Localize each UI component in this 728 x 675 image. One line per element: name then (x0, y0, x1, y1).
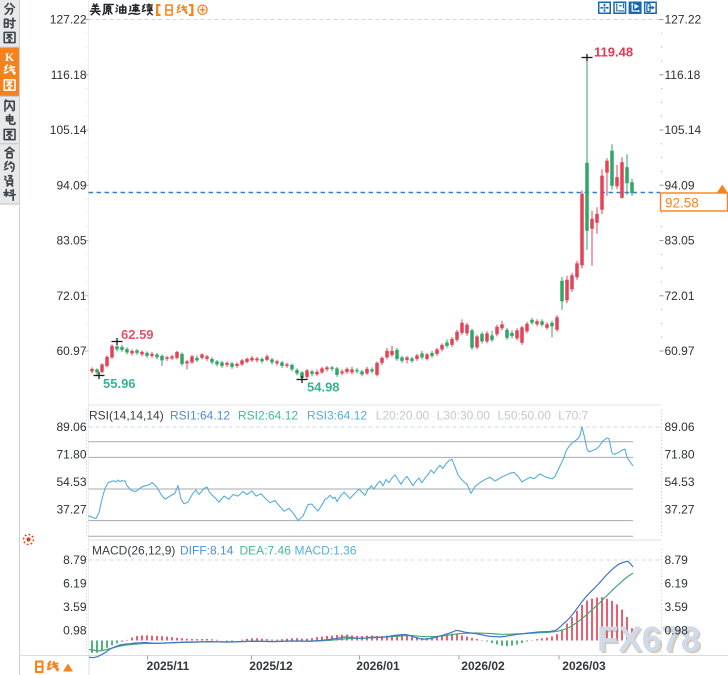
svg-text:62.59: 62.59 (121, 327, 154, 342)
svg-text:L20:20.00: L20:20.00 (376, 409, 430, 423)
svg-text:FX678: FX678 (599, 622, 702, 661)
svg-text:0.98: 0.98 (665, 623, 689, 637)
svg-text:RSI3:64.12: RSI3:64.12 (307, 409, 367, 423)
svg-text:MACD:1.36: MACD:1.36 (295, 544, 357, 558)
svg-text:37.27: 37.27 (665, 503, 695, 517)
svg-text:2025/12: 2025/12 (249, 659, 293, 673)
svg-text:71.80: 71.80 (665, 448, 695, 462)
svg-text:60.97: 60.97 (665, 344, 695, 358)
svg-text:71.80: 71.80 (56, 448, 86, 462)
svg-text:L50:50.00: L50:50.00 (498, 409, 552, 423)
svg-text:127.22: 127.22 (665, 13, 702, 27)
svg-text:8.79: 8.79 (63, 553, 87, 567)
svg-text:54.53: 54.53 (665, 475, 695, 489)
svg-text:6.19: 6.19 (665, 577, 689, 591)
svg-text:2026/01: 2026/01 (356, 659, 400, 673)
svg-text:3.59: 3.59 (665, 600, 689, 614)
svg-text:K: K (5, 50, 15, 64)
svg-text:8.79: 8.79 (665, 553, 689, 567)
svg-text:RSI1:64.12: RSI1:64.12 (170, 409, 230, 423)
svg-text:116.18: 116.18 (51, 68, 87, 82)
svg-text:94.09: 94.09 (56, 178, 86, 192)
svg-text:2026/02: 2026/02 (461, 659, 505, 673)
svg-text:DEA:7.46: DEA:7.46 (240, 544, 292, 558)
svg-text:105.14: 105.14 (50, 123, 87, 137)
svg-text:2025/11: 2025/11 (147, 659, 190, 673)
svg-text:116.18: 116.18 (665, 68, 701, 82)
svg-text:60.97: 60.97 (56, 344, 86, 358)
svg-text:89.06: 89.06 (665, 420, 695, 434)
svg-text:L70:7: L70:7 (558, 409, 588, 423)
svg-text:105.14: 105.14 (665, 123, 702, 137)
svg-text:3.59: 3.59 (63, 600, 87, 614)
svg-text:94.09: 94.09 (665, 178, 695, 192)
svg-text:83.05: 83.05 (665, 234, 695, 248)
svg-text:119.48: 119.48 (594, 45, 633, 60)
svg-text:83.05: 83.05 (56, 234, 86, 248)
svg-text:2026/03: 2026/03 (562, 659, 606, 673)
svg-text:RSI(14,14,14): RSI(14,14,14) (89, 409, 164, 423)
svg-text:37.27: 37.27 (56, 503, 86, 517)
svg-text:92.58: 92.58 (665, 196, 699, 211)
svg-text:DIFF:8.14: DIFF:8.14 (180, 544, 234, 558)
svg-text:89.06: 89.06 (56, 420, 86, 434)
svg-text:0.98: 0.98 (63, 623, 87, 637)
svg-text:72.01: 72.01 (56, 289, 86, 303)
svg-text:127.22: 127.22 (50, 13, 87, 27)
svg-text:54.98: 54.98 (307, 380, 340, 395)
svg-text:FX678: FX678 (597, 620, 700, 659)
svg-text:L30:30.00: L30:30.00 (437, 409, 491, 423)
svg-text:55.96: 55.96 (103, 376, 136, 391)
svg-text:54.53: 54.53 (56, 475, 86, 489)
svg-text:6.19: 6.19 (63, 577, 87, 591)
svg-text:72.01: 72.01 (665, 289, 695, 303)
svg-text:RSI2:64.12: RSI2:64.12 (238, 409, 298, 423)
svg-text:MACD(26,12,9): MACD(26,12,9) (92, 544, 175, 558)
